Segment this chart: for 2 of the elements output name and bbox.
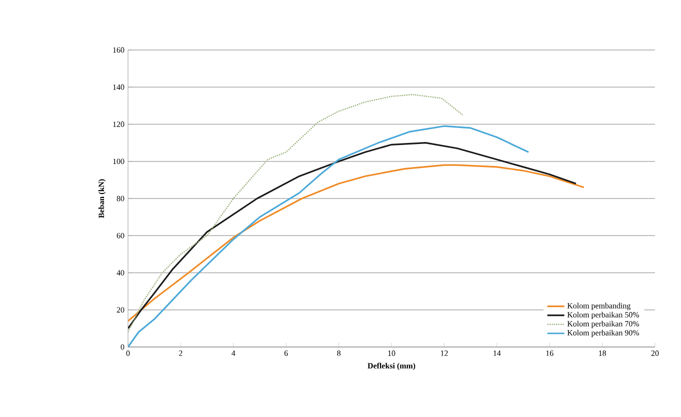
line-series [128, 125, 530, 347]
line-series [128, 94, 464, 333]
